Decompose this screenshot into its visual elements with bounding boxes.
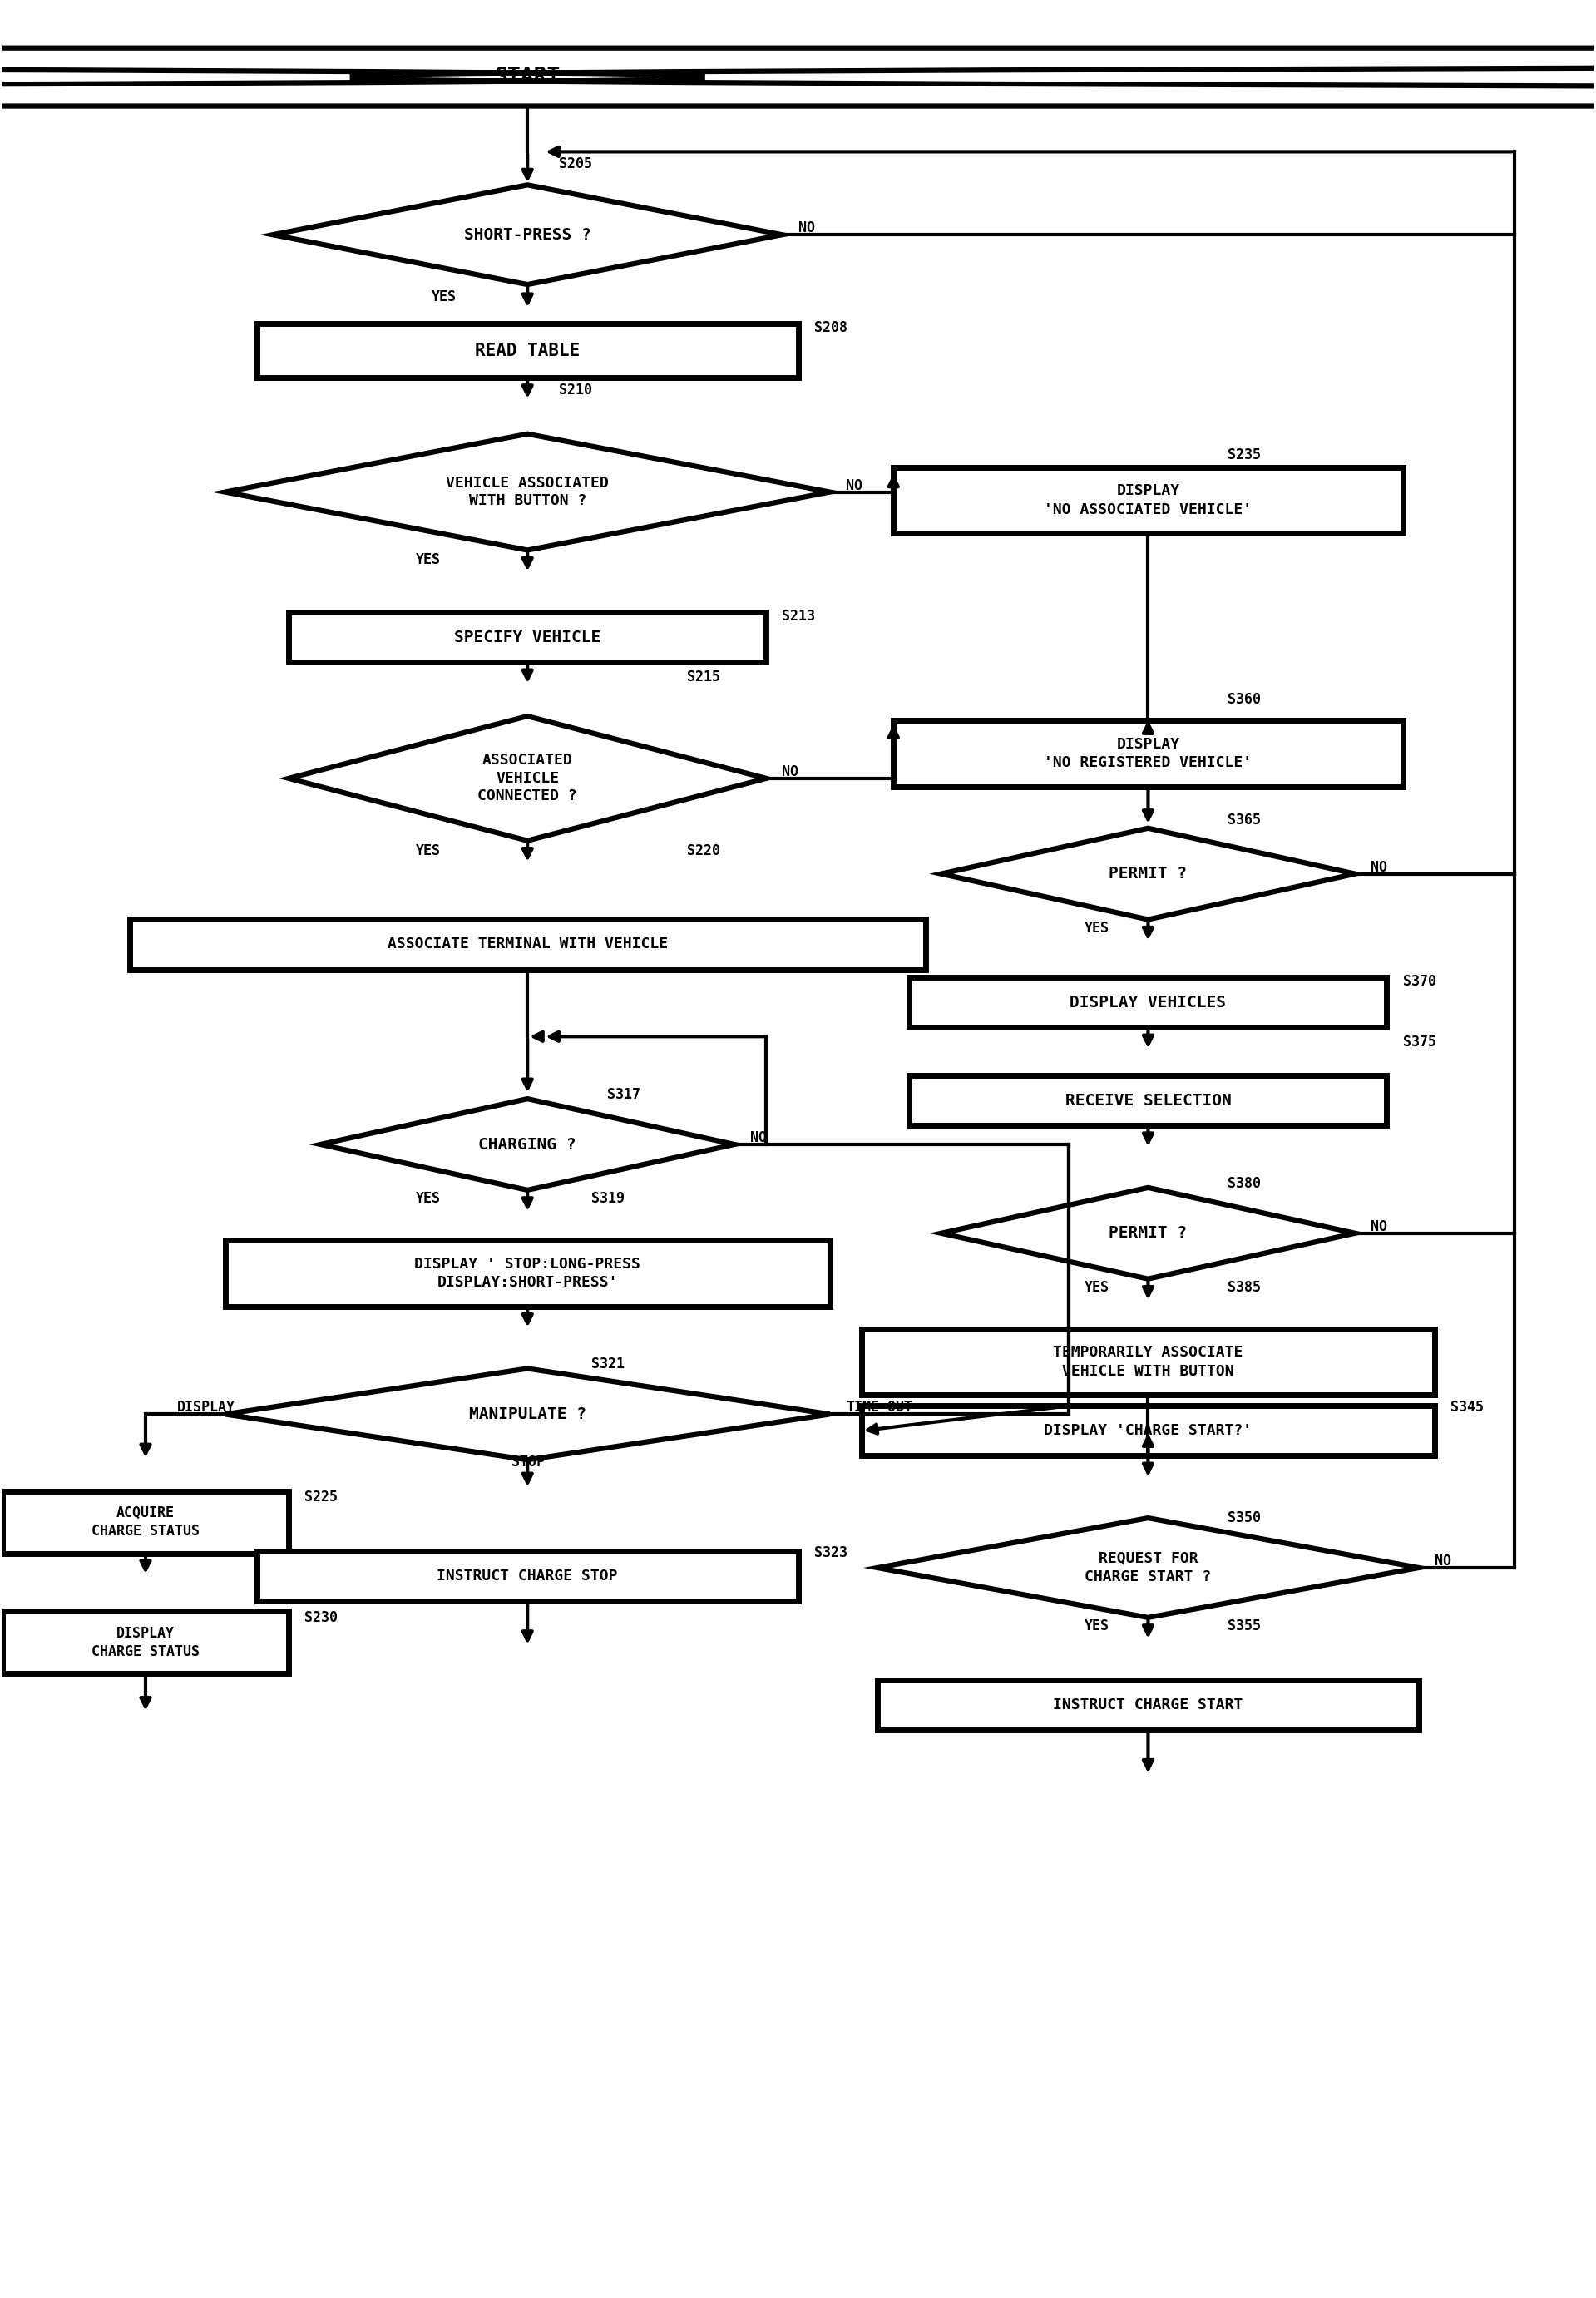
- Text: PERMIT ?: PERMIT ?: [1109, 866, 1187, 882]
- Text: CHARGING ?: CHARGING ?: [479, 1138, 576, 1151]
- Text: DISPLAY
CHARGE STATUS: DISPLAY CHARGE STATUS: [91, 1625, 200, 1659]
- Text: NO: NO: [1435, 1553, 1451, 1570]
- FancyBboxPatch shape: [0, 48, 1596, 106]
- Polygon shape: [289, 717, 766, 841]
- Polygon shape: [129, 919, 926, 970]
- Text: REQUEST FOR
CHARGE START ?: REQUEST FOR CHARGE START ?: [1085, 1551, 1211, 1583]
- Polygon shape: [878, 1680, 1419, 1730]
- Text: YES: YES: [417, 552, 440, 568]
- Text: NO: NO: [1371, 1220, 1387, 1234]
- Polygon shape: [894, 719, 1403, 786]
- Text: NO: NO: [846, 478, 862, 492]
- Text: S220: S220: [686, 843, 720, 857]
- Text: ACQUIRE
CHARGE STATUS: ACQUIRE CHARGE STATUS: [91, 1505, 200, 1540]
- Text: S213: S213: [782, 609, 816, 625]
- Text: NO: NO: [782, 765, 798, 779]
- Text: S365: S365: [1227, 813, 1261, 827]
- Polygon shape: [862, 1328, 1435, 1395]
- Text: READ TABLE: READ TABLE: [476, 342, 579, 358]
- Text: YES: YES: [1084, 919, 1109, 935]
- Polygon shape: [289, 611, 766, 662]
- Text: S375: S375: [1403, 1034, 1436, 1050]
- Text: DISPLAY
'NO ASSOCIATED VEHICLE': DISPLAY 'NO ASSOCIATED VEHICLE': [1044, 483, 1253, 517]
- Text: NO: NO: [798, 221, 814, 237]
- Polygon shape: [910, 977, 1387, 1027]
- Text: S321: S321: [591, 1356, 624, 1372]
- Text: RECEIVE SELECTION: RECEIVE SELECTION: [1065, 1092, 1231, 1108]
- Polygon shape: [225, 1241, 830, 1305]
- Text: YES: YES: [1084, 1280, 1109, 1294]
- Polygon shape: [862, 1406, 1435, 1455]
- Text: S370: S370: [1403, 974, 1436, 988]
- Polygon shape: [225, 1370, 830, 1459]
- Text: S323: S323: [814, 1544, 847, 1560]
- Text: START: START: [495, 67, 560, 87]
- Polygon shape: [910, 1075, 1387, 1126]
- Text: S317: S317: [606, 1087, 640, 1103]
- Text: S210: S210: [559, 381, 592, 398]
- Polygon shape: [257, 324, 798, 377]
- Text: ASSOCIATE TERMINAL WITH VEHICLE: ASSOCIATE TERMINAL WITH VEHICLE: [388, 938, 667, 951]
- Text: STOP: STOP: [512, 1455, 544, 1471]
- Text: YES: YES: [417, 1190, 440, 1206]
- Polygon shape: [273, 184, 782, 285]
- Text: MANIPULATE ?: MANIPULATE ?: [469, 1406, 586, 1422]
- Text: S350: S350: [1227, 1510, 1261, 1526]
- Polygon shape: [942, 827, 1355, 919]
- Text: DISPLAY VEHICLES: DISPLAY VEHICLES: [1069, 995, 1226, 1011]
- Text: TIME-OUT: TIME-OUT: [846, 1399, 913, 1416]
- Polygon shape: [225, 434, 830, 549]
- Text: ASSOCIATED
VEHICLE
CONNECTED ?: ASSOCIATED VEHICLE CONNECTED ?: [477, 754, 578, 804]
- Text: S380: S380: [1227, 1177, 1261, 1190]
- Text: SHORT-PRESS ?: SHORT-PRESS ?: [464, 228, 591, 244]
- Text: S345: S345: [1451, 1399, 1484, 1416]
- Polygon shape: [878, 1519, 1419, 1618]
- Text: S385: S385: [1227, 1280, 1261, 1294]
- Text: S208: S208: [814, 319, 847, 336]
- Text: S215: S215: [686, 669, 720, 685]
- Text: YES: YES: [433, 290, 456, 303]
- Text: S355: S355: [1227, 1618, 1261, 1634]
- Text: DISPLAY: DISPLAY: [177, 1399, 236, 1416]
- Text: PERMIT ?: PERMIT ?: [1109, 1225, 1187, 1241]
- Text: YES: YES: [417, 843, 440, 857]
- Text: DISPLAY 'CHARGE START?': DISPLAY 'CHARGE START?': [1044, 1422, 1253, 1439]
- Text: S319: S319: [591, 1190, 624, 1206]
- Text: NO: NO: [750, 1131, 768, 1144]
- Text: YES: YES: [1084, 1618, 1109, 1634]
- Polygon shape: [2, 1491, 289, 1553]
- Text: INSTRUCT CHARGE STOP: INSTRUCT CHARGE STOP: [437, 1570, 618, 1583]
- Text: TEMPORARILY ASSOCIATE
VEHICLE WITH BUTTON: TEMPORARILY ASSOCIATE VEHICLE WITH BUTTO…: [1053, 1344, 1243, 1379]
- Text: S225: S225: [305, 1489, 338, 1505]
- Text: INSTRUCT CHARGE START: INSTRUCT CHARGE START: [1053, 1698, 1243, 1712]
- Text: SPECIFY VEHICLE: SPECIFY VEHICLE: [455, 630, 600, 646]
- Polygon shape: [894, 466, 1403, 533]
- Text: DISPLAY
'NO REGISTERED VEHICLE': DISPLAY 'NO REGISTERED VEHICLE': [1044, 738, 1253, 770]
- Text: S230: S230: [305, 1611, 338, 1625]
- Polygon shape: [257, 1551, 798, 1602]
- Polygon shape: [2, 1611, 289, 1673]
- Text: DISPLAY ' STOP:LONG-PRESS
DISPLAY:SHORT-PRESS': DISPLAY ' STOP:LONG-PRESS DISPLAY:SHORT-…: [415, 1257, 640, 1289]
- Polygon shape: [942, 1188, 1355, 1280]
- Text: S235: S235: [1227, 448, 1261, 462]
- Polygon shape: [321, 1098, 734, 1190]
- Text: NO: NO: [1371, 859, 1387, 876]
- Text: S205: S205: [559, 156, 592, 172]
- Text: VEHICLE ASSOCIATED
WITH BUTTON ?: VEHICLE ASSOCIATED WITH BUTTON ?: [445, 476, 608, 508]
- Text: S360: S360: [1227, 692, 1261, 708]
